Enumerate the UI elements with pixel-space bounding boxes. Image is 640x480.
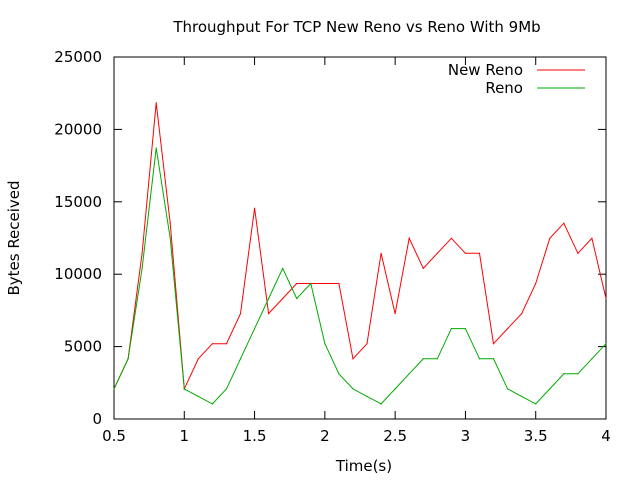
data-point: [197, 395, 199, 398]
data-point: [521, 312, 523, 315]
data-point: [127, 358, 129, 360]
data-point: [464, 252, 467, 254]
chart-title: Throughput For TCP New Reno vs Reno With…: [172, 18, 540, 36]
data-point: [253, 328, 256, 330]
data-point: [408, 373, 410, 375]
data-point: [296, 282, 298, 285]
x-tick-label: 3: [461, 427, 471, 445]
x-tick-label: 3.5: [524, 427, 548, 445]
data-point: [394, 312, 396, 315]
y-tick-label: 10000: [54, 265, 102, 283]
data-point: [478, 358, 481, 360]
data-point: [478, 252, 481, 254]
data-point: [394, 388, 396, 390]
data-point: [197, 358, 199, 360]
data-point: [591, 358, 593, 360]
data-point: [169, 222, 171, 224]
data-point: [408, 237, 410, 239]
data-point: [605, 343, 607, 345]
data-point: [464, 328, 467, 330]
data-point: [577, 373, 579, 375]
data-point: [282, 267, 284, 270]
series-line-new-reno: [113, 102, 607, 391]
y-axis-ticks: 0 5000 10000 15000 20000 25000: [54, 48, 606, 428]
y-tick-label: 25000: [54, 48, 102, 66]
data-point: [535, 403, 537, 405]
data-point: [352, 388, 354, 390]
data-point: [310, 282, 312, 285]
data-point: [436, 252, 438, 254]
data-point: [141, 267, 143, 270]
data-point: [324, 343, 326, 345]
x-axis-label: Time(s): [335, 457, 392, 475]
data-point: [422, 267, 424, 270]
data-point: [282, 297, 284, 300]
data-point: [380, 252, 382, 254]
x-tick-label: 2.5: [383, 427, 407, 445]
data-point: [563, 373, 565, 375]
data-point: [563, 222, 565, 224]
data-point: [577, 252, 579, 254]
data-point: [422, 358, 424, 360]
legend-label: New Reno: [448, 61, 523, 79]
y-axis-label: Bytes Received: [5, 180, 23, 295]
data-point: [492, 343, 495, 345]
data-point: [605, 297, 607, 300]
series-line-reno: [113, 147, 607, 405]
data-point: [239, 312, 242, 315]
series-layer: [113, 102, 607, 405]
y-tick-label: 20000: [54, 120, 102, 138]
legend-label: Reno: [485, 79, 523, 97]
data-point: [296, 297, 298, 300]
data-point: [183, 388, 185, 390]
data-point: [591, 237, 593, 239]
data-point: [507, 328, 509, 330]
x-axis-ticks: 0.5 1 1.5 2 2.5 3 3.5 4: [102, 57, 611, 445]
y-tick-label: 15000: [54, 193, 102, 211]
data-point: [380, 403, 382, 405]
x-tick-label: 0.5: [102, 427, 126, 445]
data-point: [436, 358, 438, 360]
data-point: [549, 237, 551, 239]
data-point: [549, 388, 551, 390]
data-point: [141, 252, 143, 254]
plot-frame: [113, 56, 607, 420]
y-tick-label: 5000: [64, 338, 102, 356]
data-point: [253, 207, 256, 209]
data-point: [211, 403, 213, 405]
data-point: [239, 358, 242, 360]
data-point: [225, 388, 228, 390]
data-point: [268, 297, 270, 300]
x-tick-label: 1.5: [243, 427, 267, 445]
data-point: [225, 343, 228, 345]
data-point: [507, 388, 509, 390]
data-point: [268, 312, 270, 315]
data-point: [366, 343, 368, 345]
data-point: [535, 282, 537, 285]
data-point: [338, 282, 340, 285]
data-point: [450, 237, 452, 239]
x-tick-label: 4: [601, 427, 611, 445]
data-point: [352, 358, 354, 360]
data-point: [492, 358, 495, 360]
x-tick-label: 1: [180, 427, 190, 445]
data-point: [366, 395, 368, 398]
data-point: [211, 343, 213, 345]
data-point: [155, 147, 157, 149]
data-point: [113, 388, 115, 390]
data-point: [521, 395, 523, 398]
y-tick-label: 0: [92, 410, 102, 428]
data-point: [169, 237, 171, 239]
data-point: [450, 328, 452, 330]
data-point: [324, 282, 326, 285]
data-point: [155, 102, 157, 104]
data-point: [338, 373, 340, 375]
x-tick-label: 2: [320, 427, 330, 445]
